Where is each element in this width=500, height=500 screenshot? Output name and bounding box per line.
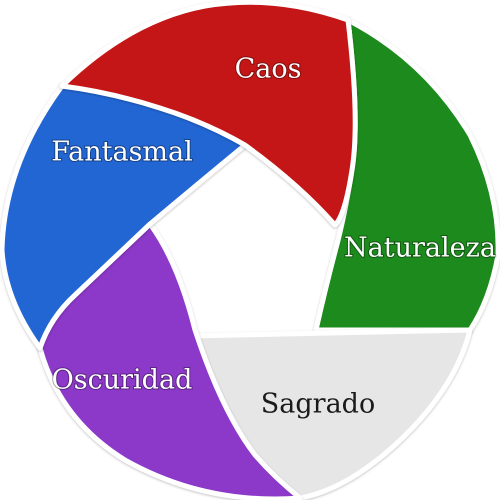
- segment-label-oscuridad: Oscuridad: [52, 365, 193, 396]
- segment-label-caos: Caos: [235, 54, 302, 85]
- segment-label-fantasmal: Fantasmal: [51, 137, 193, 168]
- segment-caos-shape: [59, 0, 358, 228]
- segment-caos: [59, 0, 358, 228]
- segment-label-sagrado: Sagrado: [261, 389, 375, 420]
- segment-label-naturaleza: Naturaleza: [344, 233, 496, 264]
